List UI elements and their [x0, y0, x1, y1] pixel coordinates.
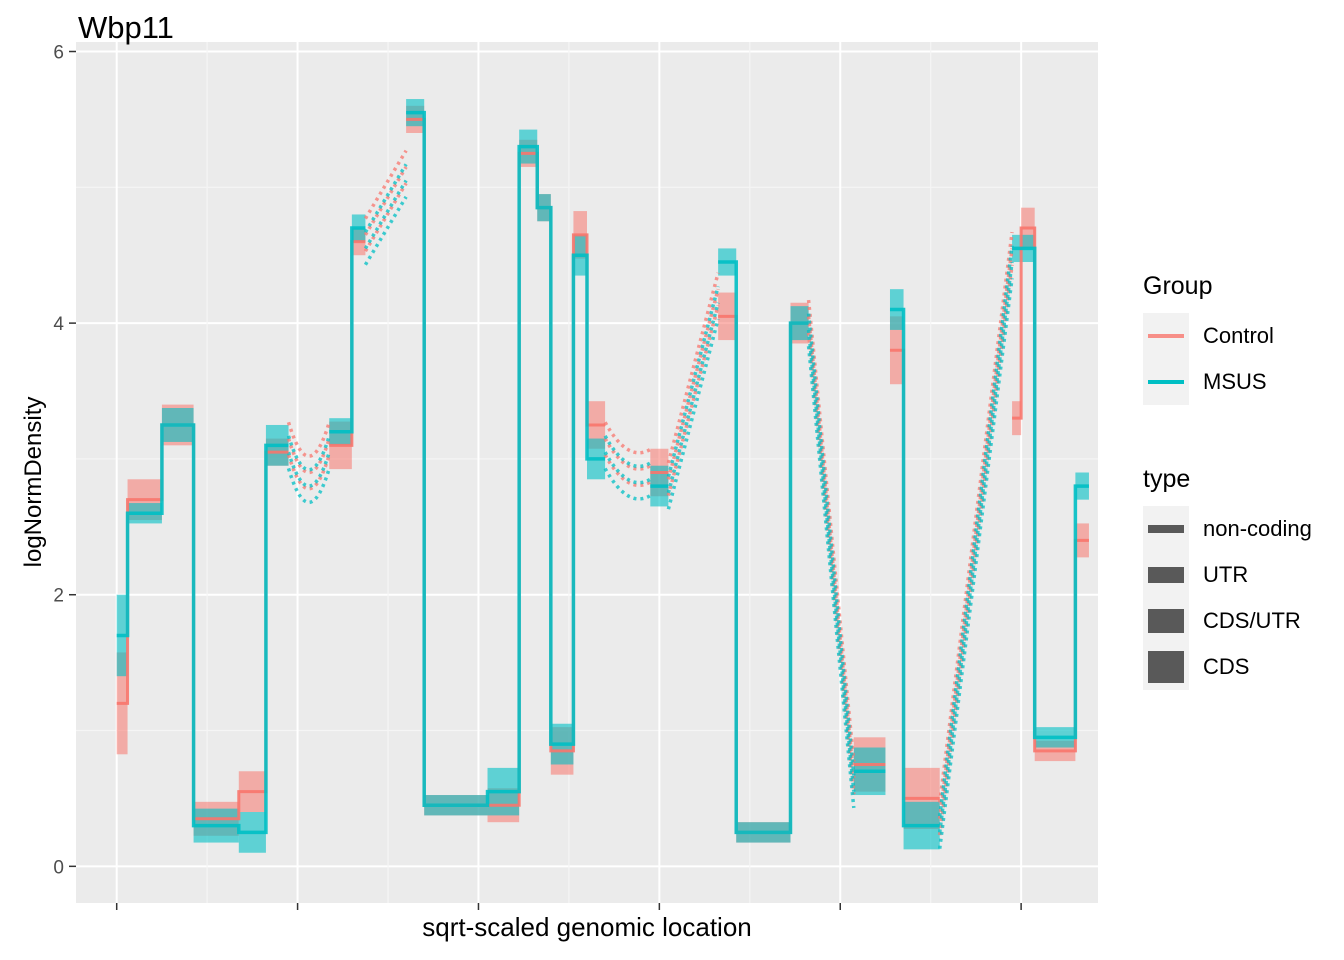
group-legend: Group Control MSUS: [1143, 272, 1274, 405]
connector-control: [363, 149, 408, 220]
connector-control: [603, 453, 652, 488]
control-line-key: [1143, 313, 1189, 359]
y-tick-label: 0: [53, 857, 64, 878]
type-legend: type non-coding UTR CDS/UTR CDS: [1143, 465, 1312, 690]
connector-msus: [666, 302, 720, 494]
legend-label-non-coding: non-coding: [1203, 516, 1312, 541]
connector-msus: [603, 434, 652, 469]
connector-control: [666, 288, 720, 480]
connector-msus: [363, 195, 408, 266]
dotted-connectors: [286, 149, 1014, 849]
connector-msus: [666, 286, 720, 478]
legend-item-utr: UTR: [1143, 552, 1312, 598]
y-tick-label: 4: [53, 314, 64, 335]
connector-msus: [937, 245, 1014, 817]
non-coding-key: [1143, 506, 1189, 552]
chart-title: Wbp11: [78, 10, 174, 45]
x-axis-label: sqrt-scaled genomic location: [422, 912, 752, 942]
dotted-connector: [603, 421, 652, 501]
dotted-connector: [363, 149, 408, 266]
connector-msus: [603, 467, 652, 501]
legend-item-cds: CDS: [1143, 644, 1312, 690]
axis-ticks: 0 2 4 6: [53, 43, 1022, 910]
legend-label-utr: UTR: [1203, 562, 1249, 587]
legend-item-cds-utr: CDS/UTR: [1143, 598, 1312, 644]
legend-label-cds-utr: CDS/UTR: [1203, 608, 1301, 633]
legend-item-non-coding: non-coding: [1143, 506, 1312, 552]
legend-item-msus: MSUS: [1143, 359, 1274, 405]
dotted-connector: [666, 272, 720, 510]
legend-label-msus: MSUS: [1203, 369, 1267, 394]
series-band-msus: [116, 99, 1089, 853]
connector-msus: [937, 278, 1014, 849]
y-axis-label: logNormDensity: [20, 396, 47, 568]
dotted-connector: [806, 299, 856, 809]
legend-label-cds: CDS: [1203, 654, 1250, 679]
y-tick-label: 2: [53, 586, 64, 607]
cds-utr-key: [1143, 598, 1189, 644]
connector-msus: [937, 261, 1014, 833]
connector-control: [666, 305, 720, 497]
connector-msus: [603, 451, 652, 485]
series-lines: [116, 110, 1089, 835]
msus-line-key: [1143, 359, 1189, 405]
utr-key: [1143, 552, 1189, 598]
connector-control: [603, 437, 652, 471]
dotted-connector: [937, 231, 1014, 849]
legend-item-control: Control: [1143, 313, 1274, 359]
connector-msus: [806, 313, 856, 776]
connector-msus: [363, 163, 408, 234]
group-legend-title: Group: [1143, 272, 1213, 300]
connector-msus: [363, 179, 408, 250]
connector-control: [363, 166, 408, 236]
connector-control: [603, 421, 652, 455]
series-line-msus: [116, 110, 1089, 835]
connector-msus: [666, 318, 720, 510]
y-tick-label: 6: [53, 43, 64, 64]
connector-control: [363, 182, 408, 253]
legend-label-control: Control: [1203, 323, 1274, 348]
type-legend-title: type: [1143, 465, 1191, 493]
cds-key: [1143, 644, 1189, 690]
connector-control: [666, 272, 720, 464]
